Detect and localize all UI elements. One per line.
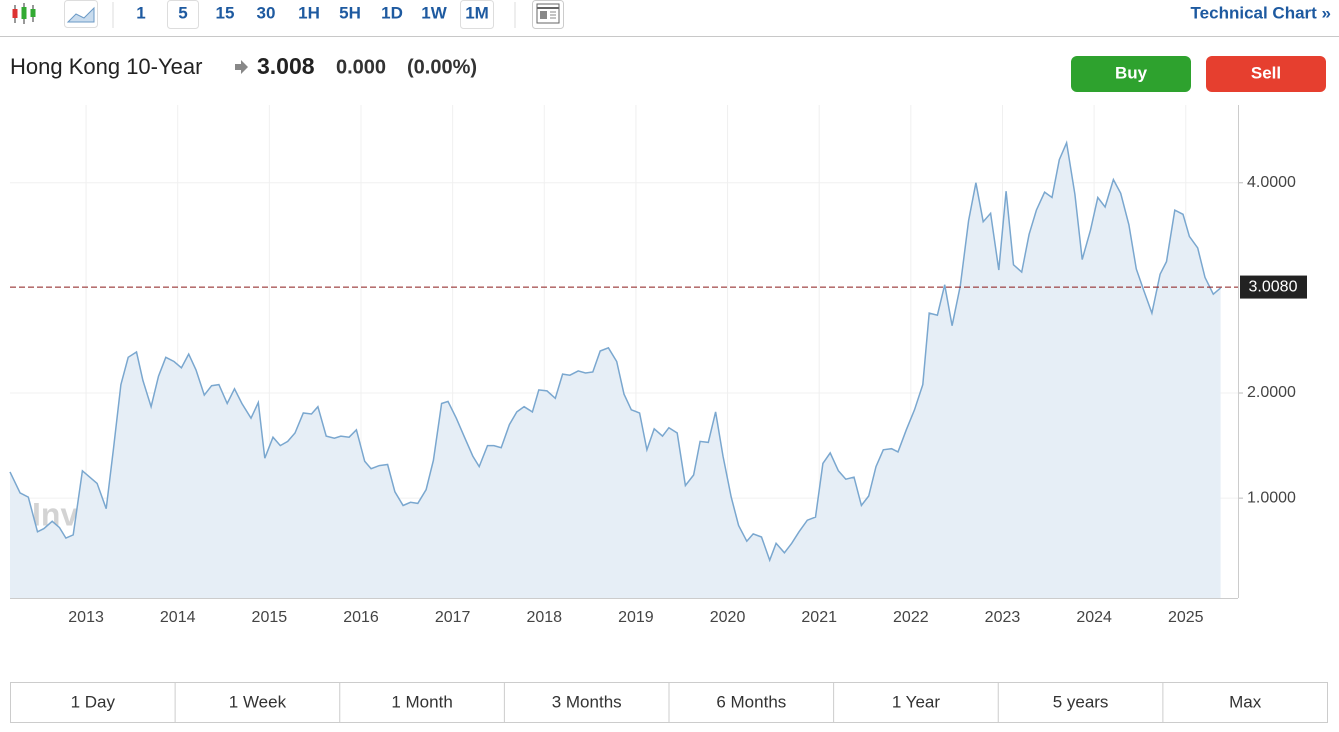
range-button[interactable]: 3 Months <box>552 692 622 711</box>
x-tick-label: 2016 <box>343 609 379 626</box>
interval-button[interactable]: 1D <box>381 3 403 22</box>
y-tick-label: 1.0000 <box>1247 489 1296 506</box>
buy-label[interactable]: Buy <box>1115 63 1148 82</box>
interval-button[interactable]: 5H <box>339 3 361 22</box>
x-tick-label: 2021 <box>801 609 837 626</box>
price: 3.008 <box>257 53 315 79</box>
x-tick-label: 2020 <box>710 609 746 626</box>
range-button[interactable]: 6 Months <box>716 692 786 711</box>
range-button[interactable]: 1 Year <box>892 692 941 711</box>
interval-button[interactable]: 15 <box>216 3 235 22</box>
current-price-label: 3.0080 <box>1249 278 1298 295</box>
range-button[interactable]: 1 Month <box>391 692 452 711</box>
x-tick-label: 2025 <box>1168 609 1204 626</box>
area-fill <box>10 142 1221 599</box>
interval-button[interactable]: 1W <box>421 3 447 22</box>
y-tick-label: 2.0000 <box>1247 384 1296 401</box>
x-tick-label: 2018 <box>526 609 562 626</box>
arrow-icon <box>235 60 248 74</box>
interval-button[interactable]: 1M <box>465 3 489 22</box>
interval-button[interactable]: 30 <box>257 3 276 22</box>
x-tick-label: 2024 <box>1076 609 1112 626</box>
sell-button[interactable] <box>1206 56 1326 92</box>
instrument-name: Hong Kong 10-Year <box>10 54 202 79</box>
selected-box <box>460 0 494 29</box>
current-price-box <box>1240 275 1307 299</box>
change-percent: (0.00%) <box>407 56 477 78</box>
interval-button[interactable]: 1 <box>136 3 145 22</box>
x-tick-label: 2017 <box>435 609 471 626</box>
selected-box <box>167 0 199 29</box>
x-tick-label: 2019 <box>618 609 654 626</box>
x-tick-label: 2013 <box>68 609 104 626</box>
x-tick-label: 2014 <box>160 609 196 626</box>
x-tick-label: 2022 <box>893 609 929 626</box>
sell-label[interactable]: Sell <box>1251 63 1281 82</box>
layout-icon[interactable] <box>532 0 564 29</box>
x-tick-label: 2023 <box>985 609 1021 626</box>
x-tick-label: 2015 <box>252 609 288 626</box>
price-line <box>9 140 1222 563</box>
range-button[interactable]: 1 Day <box>71 692 116 711</box>
y-tick-label: 4.0000 <box>1247 174 1296 191</box>
range-button[interactable]: 5 years <box>1053 692 1109 711</box>
candle-icon[interactable] <box>12 3 36 24</box>
area-icon[interactable] <box>64 0 98 28</box>
buy-button[interactable] <box>1071 56 1191 92</box>
technical-chart-link[interactable]: Technical Chart » <box>1191 3 1331 22</box>
range-button[interactable]: Max <box>1229 692 1262 711</box>
interval-button[interactable]: 1H <box>298 3 320 22</box>
change: 0.000 <box>336 56 386 78</box>
range-button[interactable]: 1 Week <box>229 692 287 711</box>
interval-button[interactable]: 5 <box>178 3 187 22</box>
